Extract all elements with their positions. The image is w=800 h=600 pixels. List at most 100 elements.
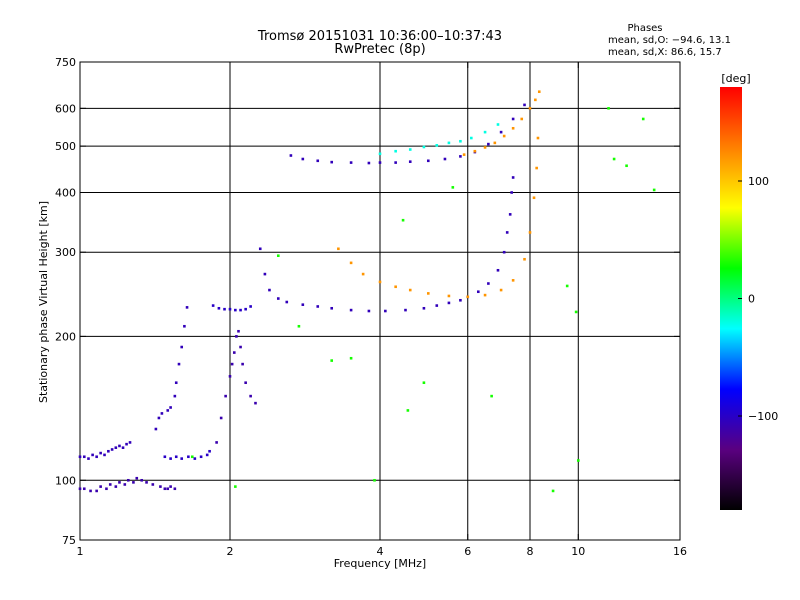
data-point bbox=[565, 284, 569, 288]
data-point bbox=[169, 457, 172, 460]
data-point bbox=[349, 261, 353, 265]
data-point bbox=[426, 292, 430, 295]
data-point bbox=[177, 362, 181, 366]
data-point bbox=[607, 107, 610, 110]
data-point bbox=[219, 416, 223, 420]
axis-ticks: 1 2 4 6 8 10 16 75 100 200 300 400 500 600 750 bbox=[55, 56, 687, 558]
data-point bbox=[422, 381, 426, 385]
data-point bbox=[462, 153, 466, 156]
data-point bbox=[487, 142, 490, 146]
data-point bbox=[361, 272, 365, 276]
y-tick-label: 600 bbox=[55, 102, 76, 115]
data-point bbox=[89, 489, 92, 493]
stats-line-x: mean, sd,X: 86.6, 15.7 bbox=[608, 47, 722, 58]
data-point bbox=[118, 481, 121, 484]
data-point bbox=[169, 485, 172, 488]
data-point bbox=[367, 309, 371, 313]
data-point bbox=[95, 455, 98, 459]
data-point bbox=[406, 409, 410, 412]
data-point bbox=[223, 307, 226, 311]
data-point bbox=[477, 290, 480, 294]
y-tick-label: 300 bbox=[55, 246, 76, 259]
data-point bbox=[349, 161, 353, 164]
data-point bbox=[190, 455, 194, 459]
data-point bbox=[174, 455, 178, 459]
data-point bbox=[95, 489, 98, 493]
data-point bbox=[394, 149, 397, 153]
data-point bbox=[163, 487, 167, 491]
data-point bbox=[254, 401, 257, 405]
data-point bbox=[422, 145, 426, 149]
data-point bbox=[641, 117, 645, 121]
data-point bbox=[169, 406, 172, 409]
data-point bbox=[483, 146, 487, 149]
data-point bbox=[511, 117, 515, 121]
data-point bbox=[394, 285, 397, 289]
stats-heading: Phases bbox=[627, 23, 662, 34]
x-tick-label: 6 bbox=[464, 545, 471, 558]
data-point bbox=[205, 453, 209, 457]
grid-lines bbox=[80, 62, 680, 540]
data-point bbox=[443, 157, 447, 161]
colorbar bbox=[720, 87, 742, 510]
data-point bbox=[487, 282, 490, 285]
data-point bbox=[99, 451, 102, 455]
data-point bbox=[408, 288, 412, 292]
data-point bbox=[232, 351, 236, 354]
data-point bbox=[166, 409, 170, 412]
data-point bbox=[230, 362, 234, 366]
data-point bbox=[535, 166, 538, 170]
data-point bbox=[285, 300, 289, 304]
data-point bbox=[276, 254, 280, 258]
data-point bbox=[163, 455, 167, 459]
data-point bbox=[378, 161, 382, 164]
x-tick-label: 16 bbox=[673, 545, 687, 558]
data-point bbox=[105, 487, 108, 491]
data-point bbox=[349, 308, 353, 312]
data-point bbox=[502, 134, 506, 138]
x-tick-label: 2 bbox=[227, 545, 234, 558]
data-point bbox=[154, 427, 158, 431]
data-point bbox=[114, 446, 118, 449]
data-point bbox=[459, 298, 462, 302]
data-point bbox=[496, 123, 500, 126]
data-point bbox=[276, 297, 280, 300]
data-point bbox=[511, 126, 515, 130]
data-point bbox=[532, 196, 536, 200]
data-point bbox=[435, 144, 439, 147]
data-point bbox=[78, 487, 82, 491]
data-point bbox=[87, 457, 90, 460]
data-point bbox=[408, 148, 412, 151]
data-point bbox=[258, 247, 262, 251]
x-tick-label: 10 bbox=[571, 545, 585, 558]
data-point bbox=[239, 345, 242, 349]
data-point bbox=[447, 294, 451, 298]
stats-line-o: mean, sd,O: −94.6, 13.1 bbox=[608, 35, 731, 46]
data-point bbox=[166, 487, 170, 491]
data-point bbox=[228, 307, 232, 311]
data-point bbox=[234, 485, 237, 488]
data-point bbox=[534, 98, 537, 102]
data-point bbox=[180, 345, 184, 349]
data-point bbox=[435, 304, 439, 307]
data-point bbox=[140, 478, 144, 482]
data-point bbox=[536, 136, 540, 140]
data-point bbox=[108, 483, 112, 486]
data-point bbox=[426, 159, 430, 163]
data-point bbox=[160, 412, 164, 415]
data-point bbox=[520, 117, 524, 121]
data-point bbox=[316, 159, 320, 163]
data-point bbox=[523, 103, 526, 107]
x-axis-label: Frequency [MHz] bbox=[334, 557, 426, 570]
data-point bbox=[297, 324, 301, 328]
data-point bbox=[132, 481, 135, 484]
y-tick-label: 500 bbox=[55, 140, 76, 153]
data-point bbox=[289, 154, 293, 157]
data-point bbox=[237, 329, 240, 333]
data-point bbox=[505, 231, 509, 234]
data-point bbox=[422, 306, 426, 310]
data-point bbox=[508, 213, 512, 216]
data-point bbox=[511, 176, 515, 179]
x-tick-label: 8 bbox=[527, 545, 534, 558]
